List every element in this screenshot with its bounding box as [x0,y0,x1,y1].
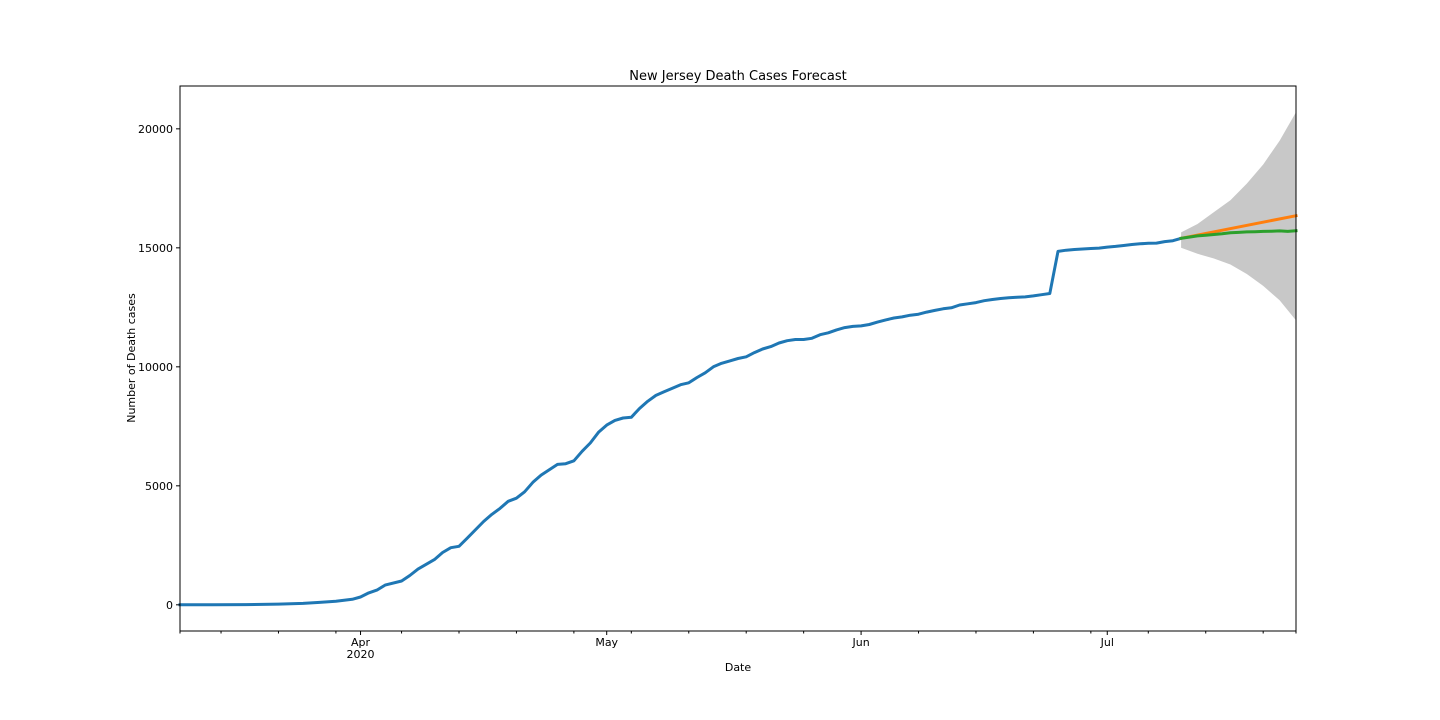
y-axis: 0 5000 10000 15000 20000 [138,123,180,612]
series-line-2 [1179,229,1298,241]
series-layer [178,213,1298,607]
y-tick-label: 0 [166,599,173,612]
forecast-confidence-band [1181,112,1296,321]
x-tick-label: Jun [851,636,869,649]
y-tick-label: 10000 [138,361,173,374]
y-tick-label: 20000 [138,123,173,136]
chart-title: New Jersey Death Cases Forecast [629,69,846,84]
y-tick-label: 15000 [138,242,173,255]
series-line-0 [178,236,1183,607]
y-tick-label: 5000 [145,480,173,493]
x-tick-label: May [595,636,618,649]
x-axis-label: Date [725,661,752,674]
confidence-band-layer [1181,112,1296,321]
plot-frame [179,85,1297,632]
y-axis-label: Number of Death cases [125,293,138,423]
x-tick-label: Apr [351,636,371,649]
x-tick-label: Jul [1100,636,1114,649]
x-tick-sublabel: 2020 [347,648,375,661]
